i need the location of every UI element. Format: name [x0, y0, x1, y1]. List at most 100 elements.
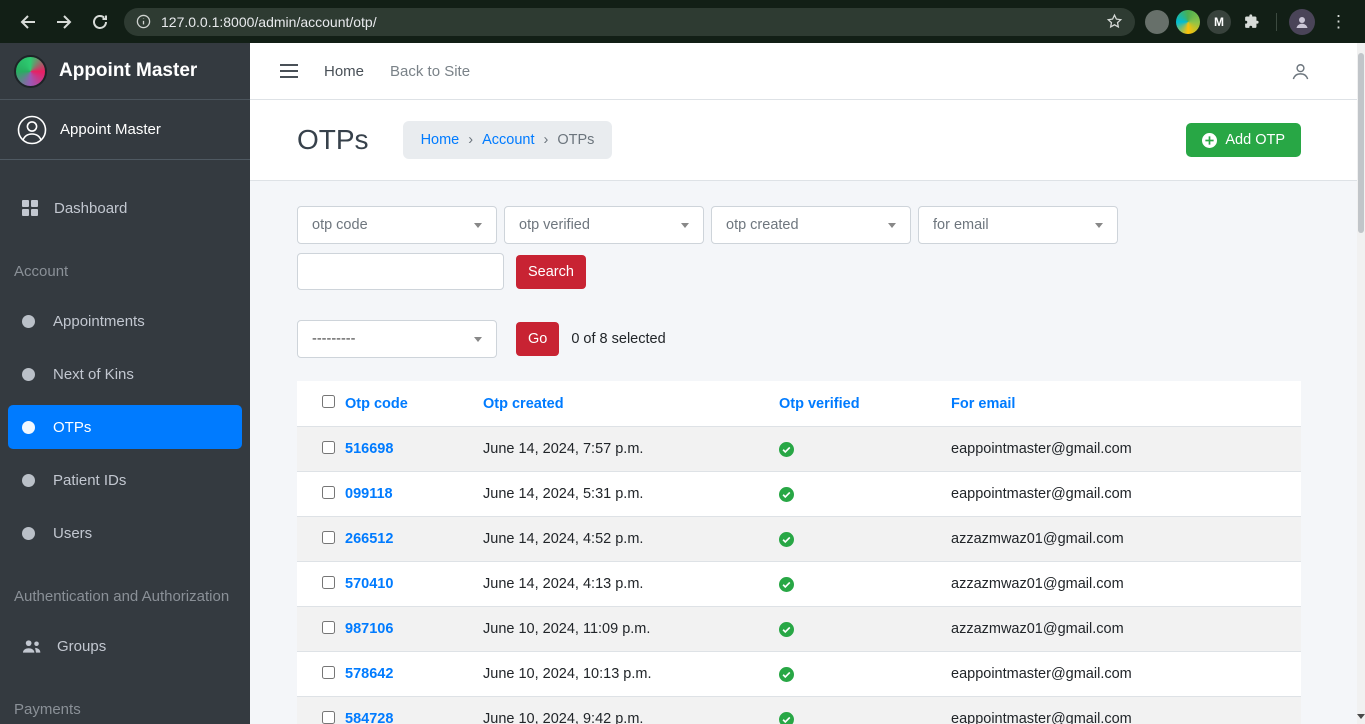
sidebar-item-label: Appointments [53, 312, 145, 330]
row-checkbox[interactable] [322, 530, 335, 544]
breadcrumb-account-link[interactable]: Account [482, 132, 535, 148]
forward-icon[interactable] [46, 4, 82, 40]
otp-code-link[interactable]: 578642 [345, 666, 394, 682]
column-header-otp-code[interactable]: Otp code [345, 395, 408, 412]
brand-logo-icon [14, 54, 47, 88]
sidebar-item-groups[interactable]: Groups [8, 624, 242, 668]
sidebar-section-auth: Authentication and Authorization [14, 588, 230, 605]
browser-chrome: 127.0.0.1:8000/admin/account/otp/ M ⋮ [0, 0, 1365, 43]
verified-check-icon [779, 666, 951, 682]
search-button[interactable]: Search [516, 254, 586, 289]
sidebar-item-appointments[interactable]: Appointments [8, 299, 242, 343]
table-row: 987106 June 10, 2024, 11:09 p.m. azzazmw… [297, 606, 1301, 651]
filter-row: otp code otp verified otp created for em… [297, 206, 1301, 244]
filter-select-otp-created[interactable]: otp created [711, 206, 911, 244]
search-input[interactable] [297, 253, 504, 290]
verified-check-icon [779, 576, 951, 592]
row-checkbox[interactable] [322, 710, 335, 724]
action-select-value: --------- [312, 331, 356, 347]
back-icon[interactable] [10, 4, 46, 40]
filter-select-label: otp created [726, 217, 799, 233]
row-checkbox[interactable] [322, 665, 335, 679]
column-header-for-email[interactable]: For email [951, 395, 1016, 412]
filter-select-label: otp code [312, 217, 368, 233]
sidebar-item-label: Dashboard [54, 199, 128, 217]
circle-icon [22, 473, 35, 487]
sidebar-item-next-of-kins[interactable]: Next of Kins [8, 352, 242, 396]
site-info-icon[interactable] [136, 14, 151, 29]
sidebar-item-dashboard[interactable]: Dashboard [8, 186, 242, 230]
action-select[interactable]: --------- [297, 320, 497, 358]
add-otp-button[interactable]: Add OTP [1186, 123, 1301, 157]
sidebar-item-label: Groups [57, 637, 107, 655]
for-email-cell: azzazmwaz01@gmail.com [951, 576, 1124, 592]
for-email-cell: eappointmaster@gmail.com [951, 486, 1132, 502]
table-row: 099118 June 14, 2024, 5:31 p.m. eappoint… [297, 471, 1301, 516]
otp-created-cell: June 10, 2024, 10:13 p.m. [483, 666, 652, 682]
navbar-home-link[interactable]: Home [324, 62, 365, 80]
row-checkbox[interactable] [322, 440, 335, 454]
table-header-row: Otp code Otp created Otp verified For em… [297, 381, 1301, 426]
otp-code-link[interactable]: 584728 [345, 711, 394, 724]
otp-created-cell: June 10, 2024, 11:09 p.m. [483, 621, 651, 637]
add-otp-label: Add OTP [1225, 132, 1285, 148]
breadcrumb-home-link[interactable]: Home [420, 132, 460, 148]
page-scrollbar[interactable] [1357, 43, 1365, 724]
filter-select-label: otp verified [519, 217, 590, 233]
extensions-puzzle-icon[interactable] [1238, 9, 1264, 35]
breadcrumb: Home › Account › OTPs [402, 121, 613, 159]
action-row: --------- Go 0 of 8 selected [297, 320, 1301, 358]
column-header-otp-verified[interactable]: Otp verified [779, 395, 860, 412]
chevron-down-icon [474, 223, 482, 228]
verified-check-icon [779, 441, 951, 457]
circle-icon [22, 526, 35, 540]
sidebar-item-patient-ids[interactable]: Patient IDs [8, 458, 242, 502]
navbar-back-to-site-link[interactable]: Back to Site [390, 62, 471, 80]
circle-icon [22, 314, 35, 328]
user-panel[interactable]: Appoint Master [0, 100, 250, 160]
row-checkbox[interactable] [322, 620, 335, 634]
verified-check-icon [779, 711, 951, 724]
go-button[interactable]: Go [516, 322, 560, 356]
extension-icon-2[interactable] [1176, 9, 1200, 34]
top-navbar: Home Back to Site [250, 43, 1365, 100]
brand[interactable]: Appoint Master [0, 43, 250, 100]
sidebar-toggle-icon[interactable] [280, 64, 298, 78]
row-checkbox[interactable] [322, 575, 335, 589]
for-email-cell: azzazmwaz01@gmail.com [951, 531, 1124, 547]
table-row: 516698 June 14, 2024, 7:57 p.m. eappoint… [297, 426, 1301, 471]
table-row: 584728 June 10, 2024, 9:42 p.m. eappoint… [297, 696, 1301, 724]
scrollbar-thumb[interactable] [1358, 53, 1364, 233]
breadcrumb-separator: › [468, 132, 474, 148]
otp-code-link[interactable]: 516698 [345, 441, 394, 457]
column-header-otp-created[interactable]: Otp created [483, 395, 564, 412]
filter-select-otp-code[interactable]: otp code [297, 206, 497, 244]
navbar-user-icon[interactable] [1291, 62, 1310, 81]
browser-profile-avatar[interactable] [1289, 8, 1315, 35]
otp-table: Otp code Otp created Otp verified For em… [297, 381, 1301, 724]
scrollbar-down-arrow[interactable] [1357, 710, 1365, 722]
sidebar-item-otps[interactable]: OTPs [8, 405, 242, 449]
bookmark-icon[interactable] [1106, 13, 1123, 30]
otp-code-link[interactable]: 987106 [345, 621, 394, 637]
extension-icon-1[interactable] [1145, 9, 1169, 34]
verified-check-icon [779, 621, 951, 637]
table-body: 516698 June 14, 2024, 7:57 p.m. eappoint… [297, 426, 1301, 724]
chevron-down-icon [1095, 223, 1103, 228]
sidebar-item-users[interactable]: Users [8, 511, 242, 555]
reload-icon[interactable] [82, 4, 118, 40]
filter-select-otp-verified[interactable]: otp verified [504, 206, 704, 244]
url-bar[interactable]: 127.0.0.1:8000/admin/account/otp/ [124, 7, 1135, 36]
filter-select-label: for email [933, 217, 989, 233]
otp-code-link[interactable]: 570410 [345, 576, 394, 592]
otp-code-link[interactable]: 099118 [345, 486, 393, 502]
user-name: Appoint Master [60, 121, 161, 138]
filter-select-for-email[interactable]: for email [918, 206, 1118, 244]
brand-text: Appoint Master [59, 60, 198, 81]
sidebar-section-account: Account [14, 263, 69, 280]
otp-code-link[interactable]: 266512 [345, 531, 394, 547]
row-checkbox[interactable] [322, 485, 335, 499]
browser-menu-icon[interactable]: ⋮ [1330, 11, 1347, 31]
gmail-m-icon[interactable]: M [1207, 9, 1231, 34]
select-all-checkbox[interactable] [322, 395, 335, 408]
